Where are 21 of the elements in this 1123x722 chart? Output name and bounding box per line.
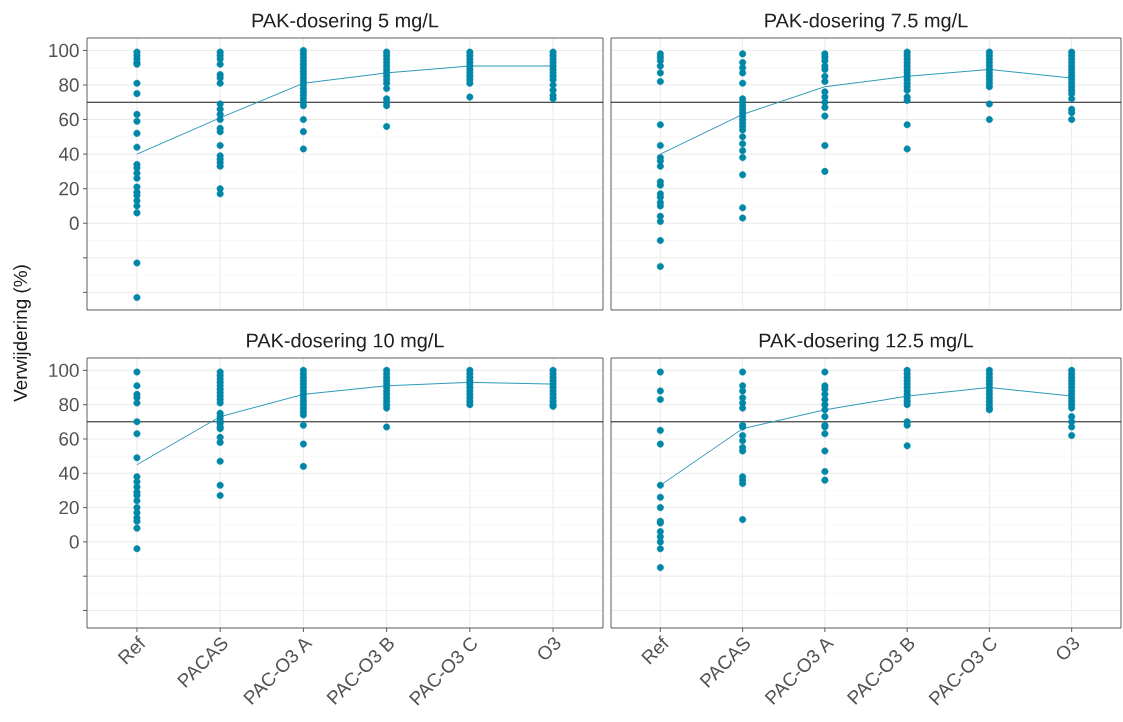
chart-title: PAK-dosering 10 mg/L: [247, 332, 444, 352]
x-tick-label: Ref: [641, 635, 669, 665]
y-tick-label: 80: [59, 78, 79, 92]
y-tick-label: 60: [59, 432, 79, 446]
chart-title: PAK-dosering 12.5 mg/L: [759, 332, 974, 352]
y-tick-label: 100: [49, 363, 79, 378]
y-tick-label: 0: [69, 535, 79, 549]
chart-title: PAK-dosering 7.5 mg/L: [765, 12, 968, 32]
y-tick-label: 60: [59, 112, 79, 127]
x-tick-label: Ref: [117, 635, 146, 665]
x-tick-label: O3: [538, 637, 561, 660]
x-tick-label: O3: [1056, 637, 1080, 660]
y-tick-label: 40: [58, 466, 79, 480]
y-tick-label: 80: [59, 397, 79, 412]
y-axis-title: Verwijdering (%): [13, 265, 31, 402]
y-tick-label: 0: [69, 216, 79, 230]
y-tick-label: 40: [58, 147, 79, 161]
y-tick-label: 20: [59, 181, 79, 196]
chart-title: PAK-dosering 5 mg/L: [252, 12, 439, 32]
y-tick-label: 20: [59, 500, 79, 515]
y-tick-label: 100: [49, 43, 79, 58]
